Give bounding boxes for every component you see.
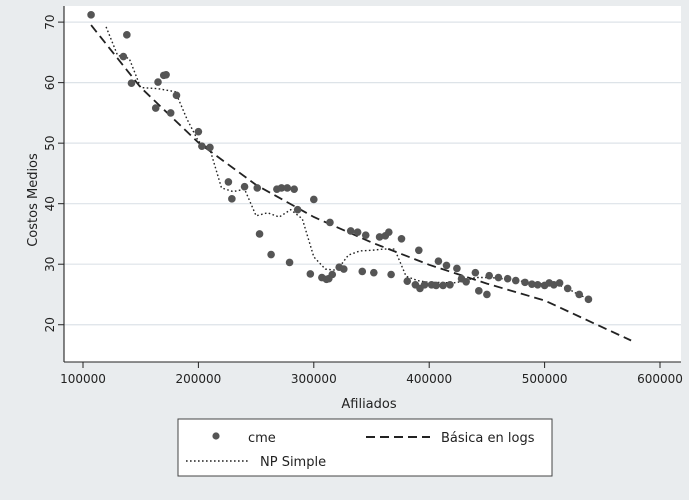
cme-point [326,218,334,227]
x-tick-label: 600000 [637,372,683,386]
grid-lines [64,21,681,326]
cme-point [293,205,302,214]
series-line-basica-en-logs [90,24,632,342]
cme-point [283,184,292,192]
cme-point [353,228,362,236]
cme-point [255,230,264,238]
cme-point [575,290,584,299]
series-lines [90,24,632,342]
x-tick-label: 100000 [60,372,106,386]
cme-point [123,31,131,39]
cme-point [563,284,572,293]
cme-point [475,287,483,295]
axes [58,6,681,368]
x-axis-label: Afiliados [341,397,396,412]
cme-point [432,281,440,290]
cme-point [87,11,95,19]
y-tick-label: 70 [43,14,57,29]
y-axis-label: Costos Medios [26,153,41,247]
legend-marker-cme [212,432,220,440]
cme-point [290,185,298,193]
y-tick-label: 30 [43,257,57,272]
cme-point [253,184,262,192]
x-tick-label: 400000 [406,372,452,386]
cme-point [397,234,406,243]
cme-point [206,143,214,152]
cme-point [127,79,136,88]
cme-point [483,290,491,299]
cme-point [328,270,337,279]
cme-point [119,52,128,61]
cme-point [434,257,443,265]
series-markers [87,11,593,304]
x-tick-label: 300000 [291,372,337,386]
cme-point [346,227,355,235]
cme-point [521,278,529,287]
cme-point [471,268,480,277]
cme-point [387,270,395,279]
cme-point [550,280,558,289]
cme-point [584,295,593,304]
x-tick-label: 200000 [175,372,221,386]
cme-point [528,280,536,288]
cme-point [439,281,447,290]
y-tick-label: 60 [43,75,57,90]
legend: cme Básica en logs NP Simple [177,418,553,477]
cme-point [166,109,175,117]
cme-point [340,265,348,273]
cme-point [370,268,378,277]
cme-point [224,178,233,186]
cme-point [310,195,318,204]
tick-labels: 20 30 40 50 60 70 100000 200000 300000 400000 5000… [43,14,683,386]
cme-point [375,233,384,241]
cme-point [154,78,162,86]
cme-point [306,270,315,278]
legend-label-np-simple: NP Simple [260,455,326,470]
plot-area [64,6,681,362]
x-tick-label: 500000 [522,372,568,386]
series-line-np-simple [105,26,592,300]
cme-point [485,271,494,280]
cme-point [442,261,451,270]
cme-point [240,182,249,191]
cme-point [403,277,412,285]
cme-point [172,91,181,100]
cme-point [361,231,370,239]
legend-box [177,418,553,477]
cme-point [285,258,294,267]
cme-point [511,276,520,285]
cme-point [453,264,461,273]
y-tick-label: 20 [43,317,57,332]
y-tick-label: 50 [43,136,57,151]
cme-point [358,267,367,276]
cme-point [462,277,470,286]
cme-point [446,280,454,289]
legend-label-basica: Básica en logs [441,431,535,446]
y-tick-label: 40 [43,196,57,211]
cme-point [228,195,236,203]
cme-point [420,280,429,289]
cme-point [151,104,160,112]
cme-point [415,246,423,255]
cme-point [494,273,503,282]
legend-label-cme: cme [248,431,276,446]
cme-point [194,127,203,136]
cme-point [162,70,170,79]
cme-point [533,280,542,289]
cme-point [503,274,512,283]
cme-point [277,184,286,192]
cme-point [198,142,206,150]
cme-point [385,228,393,236]
cme-point [267,250,275,259]
cme-point [555,279,564,287]
